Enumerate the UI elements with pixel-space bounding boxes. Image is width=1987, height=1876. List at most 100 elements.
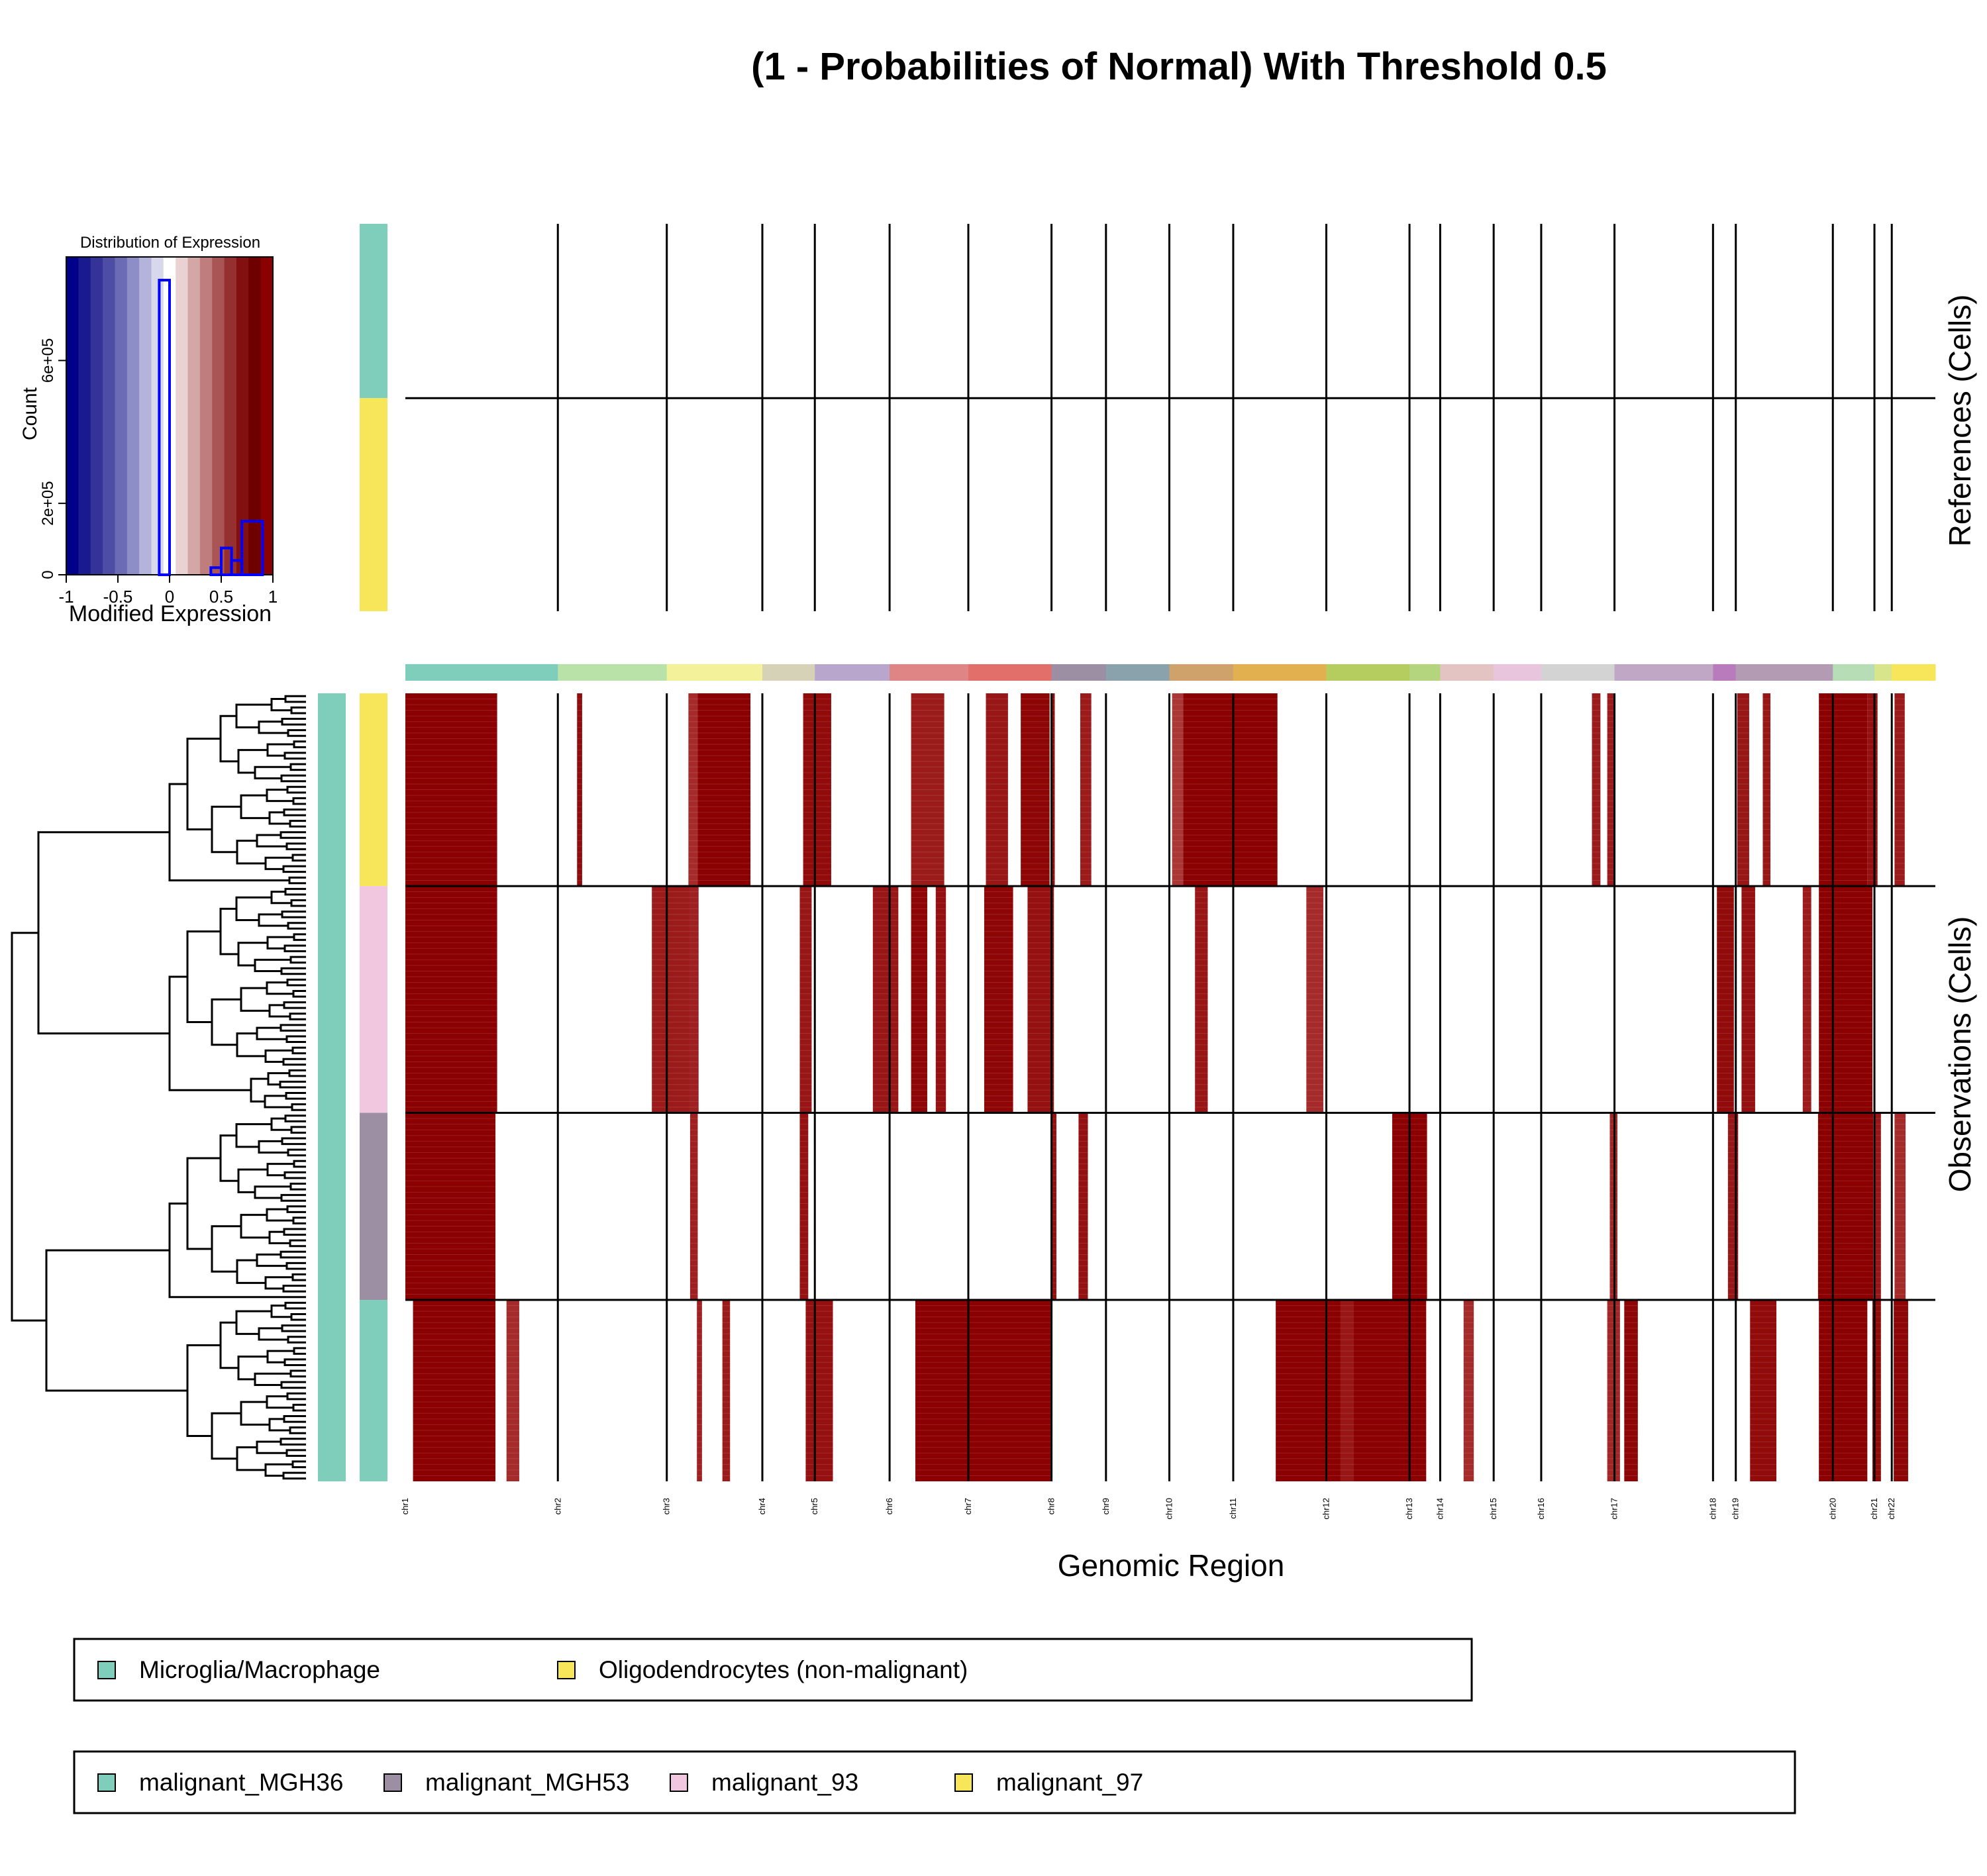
cnv-segment <box>405 693 497 887</box>
chromosome-color-bar <box>405 664 1936 681</box>
dendrogram-branch <box>281 1324 306 1332</box>
x-axis-label: Genomic Region <box>1058 1548 1285 1583</box>
cnv-segment <box>1894 1112 1906 1301</box>
colorscale-band <box>127 257 140 575</box>
chromosome-color-chr20 <box>1833 664 1875 681</box>
dendrogram-branch <box>266 936 294 950</box>
chromosome-color-chr5 <box>815 664 890 681</box>
chromosome-color-chr3 <box>666 664 763 681</box>
chromosome-label-chr14: chr14 <box>1435 1498 1445 1520</box>
chromosome-color-chr16 <box>1541 664 1615 681</box>
dendrogram-branch <box>236 1259 266 1284</box>
cnv-segment <box>1717 886 1734 1113</box>
chromosome-label-chr13: chr13 <box>1404 1498 1414 1520</box>
colorscale-band <box>248 257 262 575</box>
histogram-xtick-label: -1 <box>58 587 74 607</box>
outer-annotation-bar <box>318 693 346 1481</box>
dendrogram-branch <box>264 1463 293 1477</box>
dendrogram-branch <box>235 896 272 921</box>
histogram-ylabel: Count <box>19 387 41 440</box>
colorscale-band <box>260 257 274 575</box>
dendrogram-branch <box>289 1426 306 1434</box>
dendrogram-branch <box>292 989 306 998</box>
chromosome-color-chr1 <box>405 664 558 681</box>
dendrogram-branch <box>256 834 287 848</box>
cnv-segment <box>986 693 1008 887</box>
dendrogram-branch <box>289 1012 306 1020</box>
chromosome-label-chr22: chr22 <box>1886 1498 1896 1520</box>
dendrogram-branch <box>283 1228 306 1236</box>
legend-swatch <box>97 1661 116 1679</box>
legend-swatch <box>383 1773 402 1792</box>
dendrogram-branch <box>268 1004 290 1018</box>
chart-title: (1 - Probabilities of Normal) With Thres… <box>751 45 1607 88</box>
chromosome-label-chr8: chr8 <box>1046 1498 1056 1514</box>
dendrogram-branch <box>266 981 293 995</box>
colorscale-band <box>224 257 237 575</box>
dendrogram-branch <box>266 789 293 803</box>
dendrogram-branch <box>281 911 306 918</box>
chromosome-color-chr17 <box>1614 664 1713 681</box>
dendrogram-branch <box>286 1392 306 1401</box>
chromosome-color-chr21 <box>1874 664 1892 681</box>
chromosome-label-chr7: chr7 <box>963 1498 973 1514</box>
dendrogram-branch <box>281 1137 306 1146</box>
cnv-segment <box>506 1300 519 1481</box>
references-label: References (Cells) <box>1943 295 1977 547</box>
dendrogram-branch <box>37 831 170 1035</box>
dendrogram-branch <box>186 737 221 830</box>
dendrogram-branch <box>280 1250 306 1259</box>
dendrogram-branch <box>45 1249 187 1392</box>
dendrogram-branch <box>287 922 306 930</box>
dendrogram-branch <box>293 1347 306 1355</box>
dendrogram-branch <box>266 1395 293 1409</box>
dendrogram-branch <box>240 1214 270 1239</box>
dendrogram-branch <box>285 1449 306 1457</box>
dendrogram-branch <box>283 1001 306 1009</box>
legend-label: malignant_93 <box>711 1769 858 1796</box>
dendrogram-branch <box>289 820 306 828</box>
dendrogram-branch <box>286 785 306 794</box>
dendrogram-branch <box>287 1148 306 1157</box>
dendrogram-branch <box>282 865 306 873</box>
dendrogram-branch <box>289 1369 306 1378</box>
dendrogram-branch <box>237 1168 268 1193</box>
dendrogram-branch <box>266 1350 294 1363</box>
dendrogram-branch <box>288 876 306 885</box>
colorscale-band <box>115 257 128 575</box>
cnv-segment <box>1817 1112 1874 1301</box>
dendrogram-branch <box>283 1358 306 1366</box>
chromosome-color-chr8 <box>1051 664 1107 681</box>
cnv-segment <box>915 1300 1051 1481</box>
cnv-segment <box>1750 1300 1777 1481</box>
dendrogram-branch <box>258 720 288 734</box>
dendrogram-branch <box>287 1336 306 1344</box>
chromosome-color-chr4 <box>762 664 815 681</box>
legend-swatch <box>557 1661 576 1679</box>
dendrogram-branch <box>289 956 306 964</box>
cnv-segment <box>1051 1112 1057 1301</box>
dendrogram-branch <box>235 1123 272 1148</box>
dendrogram <box>11 695 306 1480</box>
cnv-segment <box>1741 886 1755 1113</box>
cnv-segment <box>405 886 497 1113</box>
cnv-segment <box>805 1300 833 1481</box>
dendrogram-branch <box>254 958 291 972</box>
dendrogram-branch <box>280 1194 306 1202</box>
histogram-ytick-label: 0 <box>39 570 57 579</box>
dendrogram-branch <box>280 1381 306 1389</box>
chromosome-label-chr9: chr9 <box>1101 1498 1111 1514</box>
histogram-xtick-label: -0.5 <box>103 587 133 607</box>
dendrogram-branch <box>280 1438 306 1446</box>
cnv-segment <box>413 1300 496 1481</box>
legend-swatch <box>670 1773 688 1792</box>
cnv-segment <box>722 1300 731 1481</box>
observation-annotation-segment <box>360 693 387 887</box>
histogram-ytick-label: 6e+05 <box>39 338 57 383</box>
dendrogram-branch <box>283 1171 306 1179</box>
chromosome-color-chr15 <box>1494 664 1542 681</box>
colorscale-band <box>103 257 115 575</box>
dendrogram-branch <box>290 1126 306 1134</box>
cnv-segment <box>688 693 698 887</box>
dendrogram-branch <box>264 1276 293 1290</box>
